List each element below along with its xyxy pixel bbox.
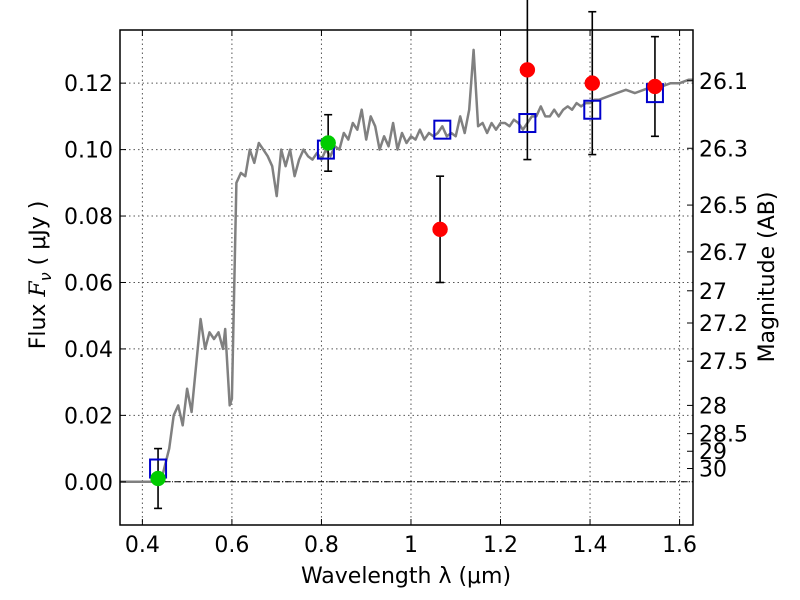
observed-point — [320, 135, 336, 151]
right-tick-label: 29 — [699, 440, 727, 465]
right-tick-label: 28 — [699, 394, 727, 419]
y-axis-label: Flux Fν ( μJy ) — [26, 201, 55, 350]
y-tick-label: 0.08 — [64, 205, 113, 230]
spectrum-line — [120, 48, 693, 484]
right-tick-label: 27.5 — [699, 350, 748, 375]
right-tick-label: 28.5 — [699, 423, 748, 448]
y-tick-label: 0.10 — [64, 139, 113, 164]
observed-photometry — [150, 62, 663, 487]
right-tick-label: 30 — [699, 458, 727, 483]
observed-point — [584, 75, 601, 91]
y-axis-label-suffix: ( μJy ) — [26, 201, 51, 273]
x-tick-label: 1 — [404, 533, 418, 558]
ticks — [120, 30, 693, 525]
right-tick-label: 26.5 — [699, 194, 748, 219]
x-tick-label: 1.6 — [662, 533, 697, 558]
model-photometry-square — [433, 119, 452, 140]
y-tick-labels: 0.00 0.02 0.04 0.06 0.08 0.10 0.12 — [64, 72, 113, 496]
plot-frame — [119, 29, 694, 526]
x-axis-label: Wavelength λ (μm) — [301, 564, 511, 589]
model-photometry-square — [518, 113, 537, 134]
y-tick-label: 0.12 — [64, 72, 113, 97]
y-tick-label: 0.04 — [64, 338, 113, 363]
y-tick-label: 0.00 — [64, 471, 113, 496]
x-tick-label: 0.8 — [304, 533, 339, 558]
y-axis-label-prefix: Flux — [26, 297, 51, 350]
right-tick-label: 26.3 — [699, 137, 748, 162]
model-spectrum — [120, 48, 693, 484]
model-photometry — [149, 83, 664, 479]
right-tick-label: 26.7 — [699, 241, 748, 266]
x-tick-label: 0.6 — [214, 533, 249, 558]
model-photometry-square — [583, 99, 602, 120]
y-tick-label: 0.06 — [64, 271, 113, 296]
observed-point — [647, 78, 663, 95]
x-tick-label: 1.2 — [483, 533, 518, 558]
y-axis-label-symbol: F — [26, 281, 51, 298]
x-tick-label: 1.4 — [573, 533, 608, 558]
y-axis-label-subscript: ν — [36, 272, 55, 281]
observed-point — [150, 470, 166, 487]
observed-point — [519, 62, 536, 78]
x-tick-labels: 0.4 0.6 0.8 1 1.2 1.4 1.6 — [125, 533, 697, 558]
right-tick-label: 27 — [699, 280, 727, 305]
y-tick-label: 0.02 — [64, 404, 113, 429]
right-tick-label: 27.2 — [699, 312, 748, 337]
error-bars — [154, 0, 659, 510]
right-tick-label: 26.1 — [699, 70, 748, 95]
observed-point — [432, 221, 448, 238]
x-tick-label: 0.4 — [125, 533, 160, 558]
right-axis-label: Magnitude (AB) — [755, 192, 780, 363]
grid — [120, 30, 693, 525]
